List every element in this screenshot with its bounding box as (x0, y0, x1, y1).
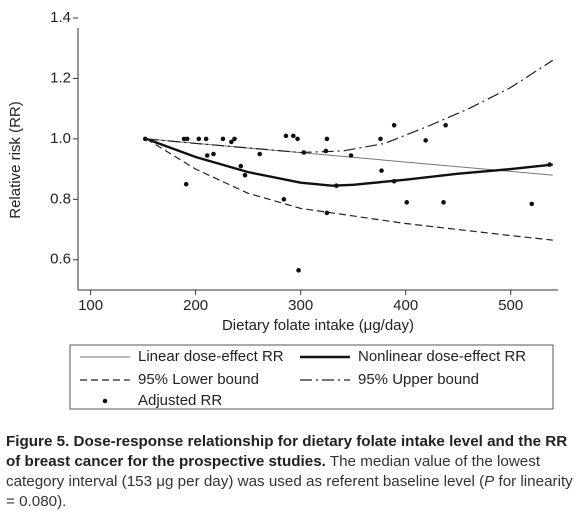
x-tick-label: 500 (498, 297, 523, 314)
point (324, 210, 330, 216)
y-tick-label: 0.8 (50, 190, 71, 207)
legend-swatch (102, 398, 108, 404)
caption-italic: P (484, 473, 495, 490)
caption-bold: Figure 5. Dose-response relationship for… (6, 433, 568, 470)
point (238, 163, 244, 169)
point (232, 136, 237, 142)
x-tick-label: 100 (78, 297, 103, 314)
line (146, 59, 554, 154)
point (196, 136, 202, 142)
point (242, 172, 248, 178)
point (295, 136, 300, 142)
caption-text-end: for linearity = 0.080). (6, 473, 573, 510)
y-tick-label: 1.2 (50, 69, 71, 86)
point (291, 133, 296, 139)
x-tick-label: 400 (393, 297, 418, 314)
point (404, 200, 410, 205)
point (391, 122, 397, 128)
point (203, 136, 209, 142)
point (204, 153, 210, 158)
x-tick-label: 200 (183, 297, 208, 314)
x-axis-label: Dietary folate intake (μg/day) (222, 317, 414, 334)
legend-label: Linear dose-effect RR (138, 348, 284, 365)
point (229, 139, 234, 145)
point (183, 181, 189, 187)
y-tick-label: 1.0 (50, 130, 71, 147)
point (423, 138, 428, 143)
point (281, 197, 287, 202)
line (145, 138, 553, 241)
point (529, 201, 535, 207)
legend-label: Adjusted RR (138, 392, 222, 409)
point (334, 183, 339, 189)
x-tick-label: 300 (288, 297, 313, 314)
point (324, 136, 330, 142)
point (184, 136, 190, 142)
y-axis-label: Relative risk (RR) (7, 101, 24, 219)
point (296, 268, 301, 273)
point (348, 153, 354, 158)
legend-label: 95% Lower bound (138, 371, 259, 388)
point (181, 136, 187, 142)
y-tick-label: 1.4 (50, 9, 71, 26)
line (145, 137, 553, 187)
point (283, 133, 289, 139)
point (547, 162, 552, 167)
point (391, 178, 397, 184)
point (379, 168, 384, 173)
caption-text: The median value of the lowest category … (6, 453, 541, 490)
point (257, 151, 263, 157)
caption: Figure 5. Dose-response relationship for… (6, 432, 578, 512)
point (323, 148, 329, 154)
legend-label: 95% Upper bound (358, 371, 479, 388)
legend-box (69, 344, 554, 410)
point (211, 151, 216, 157)
chart: Relative risk (RR) Dietary folate intake… (7, 9, 558, 410)
point (378, 136, 383, 142)
point (301, 150, 307, 155)
point (220, 136, 226, 142)
legend-label: Nonlinear dose-effect RR (358, 348, 526, 365)
point (441, 200, 446, 205)
y-tick-label: 0.6 (50, 251, 71, 268)
point (443, 122, 448, 128)
point (142, 136, 148, 142)
